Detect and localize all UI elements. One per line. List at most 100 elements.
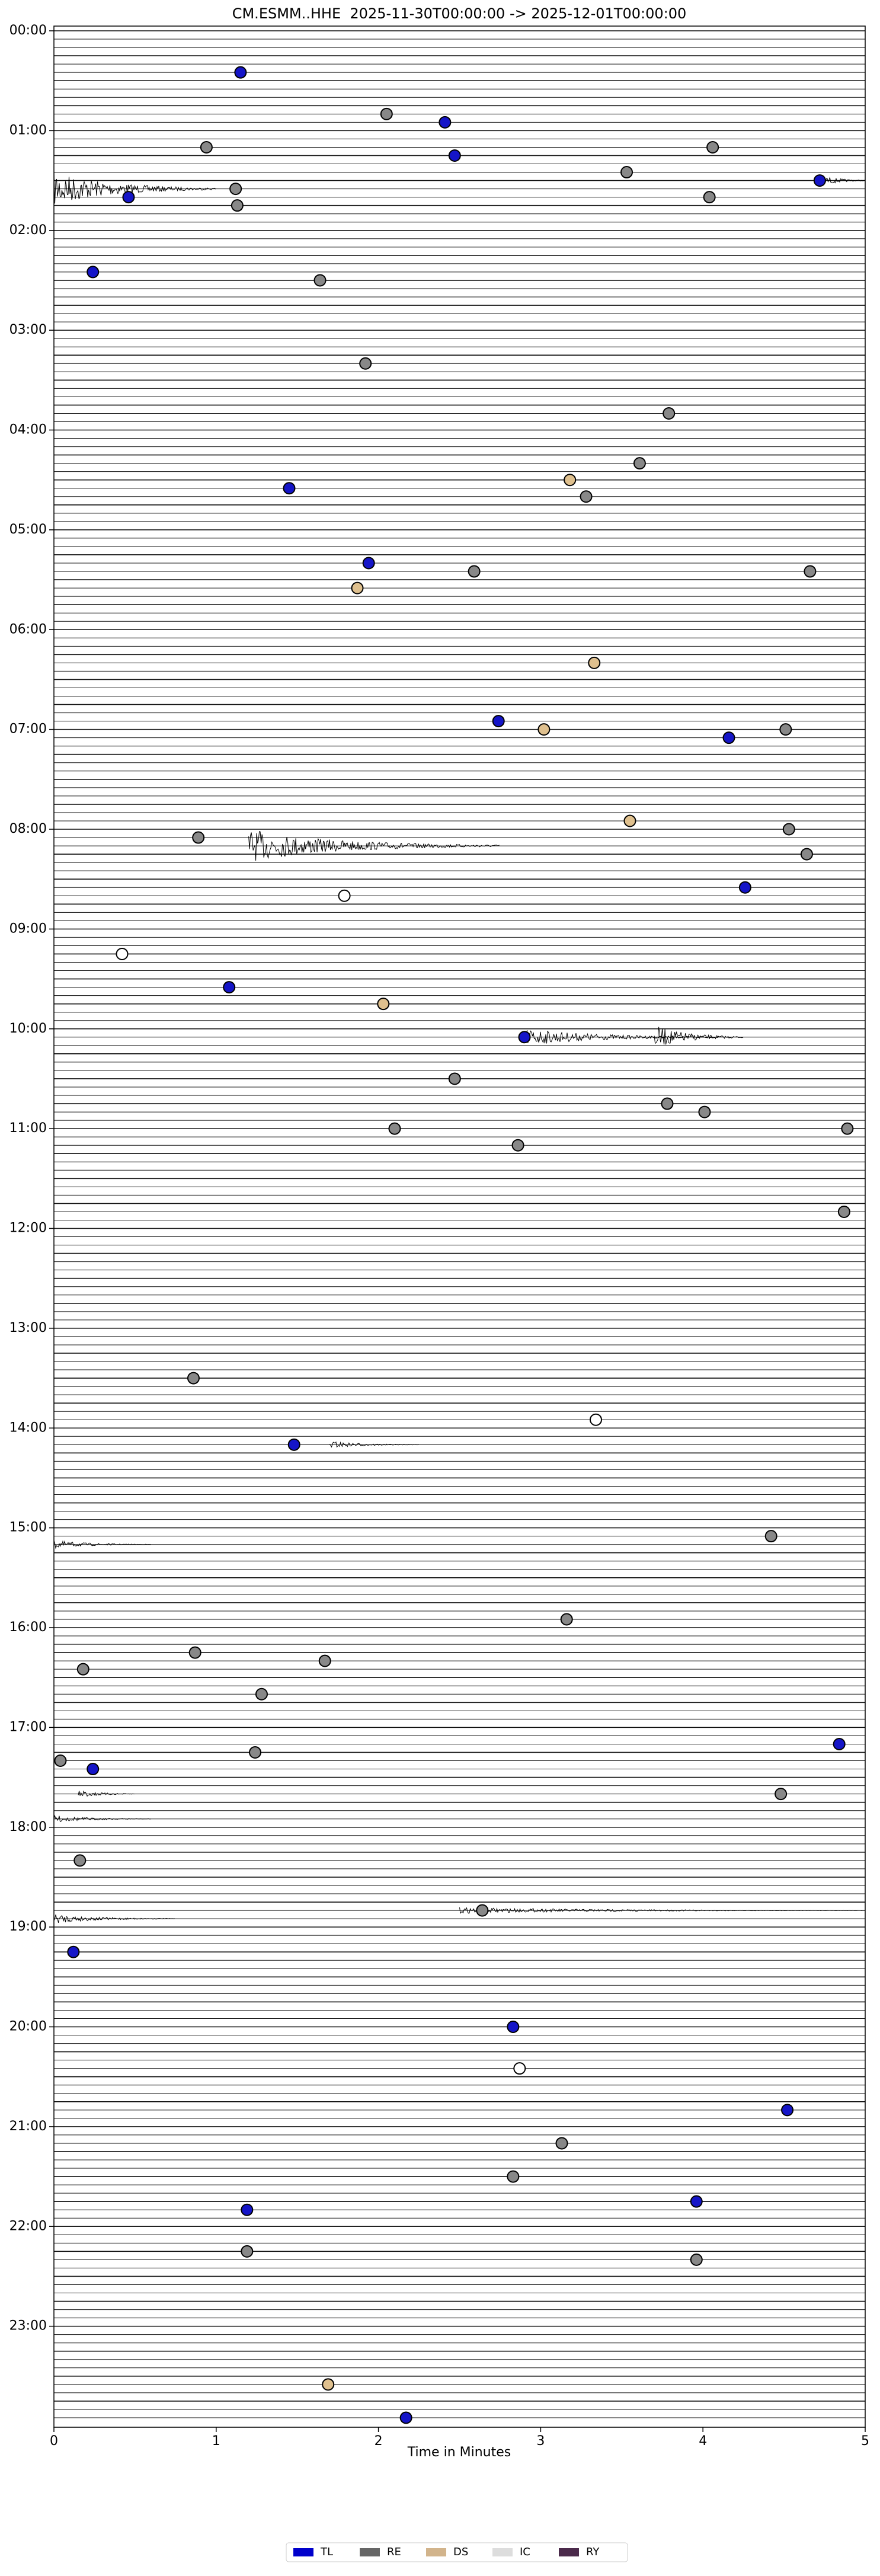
y-tick-label: 14:00: [9, 1420, 47, 1435]
traces: [53, 30, 865, 2418]
x-tick-label: 5: [861, 2434, 869, 2449]
event-marker: [188, 1646, 201, 1659]
event-marker: [468, 565, 481, 578]
event-marker: [782, 823, 795, 836]
event-marker: [192, 831, 205, 844]
event-marker: [377, 998, 390, 1011]
event-marker: [623, 814, 636, 827]
event-marker: [518, 1031, 531, 1044]
event-marker: [476, 1904, 489, 1917]
event-marker: [722, 731, 735, 744]
event-marker: [67, 1945, 80, 1958]
event-marker: [661, 1097, 674, 1110]
y-tick-label: 07:00: [9, 722, 47, 737]
y-tick-label: 17:00: [9, 1720, 47, 1734]
waveform: [53, 1814, 151, 1823]
event-marker: [87, 266, 100, 279]
waveform: [459, 1907, 865, 1914]
event-marker: [87, 1763, 100, 1776]
event-marker: [589, 1413, 602, 1426]
legend-label: TL: [320, 2546, 333, 2558]
event-marker: [122, 191, 135, 204]
event-marker: [764, 1530, 777, 1543]
waveform: [53, 1540, 151, 1549]
event-marker: [690, 2195, 703, 2208]
event-marker: [229, 183, 242, 196]
legend-swatch: [293, 2548, 313, 2556]
event-marker: [249, 1746, 262, 1759]
event-marker: [813, 174, 826, 187]
event-marker: [287, 1438, 300, 1451]
legend-swatch: [559, 2548, 579, 2556]
event-marker: [620, 166, 633, 179]
legend-swatch: [426, 2548, 446, 2556]
event-marker: [116, 947, 129, 960]
event-marker: [698, 1105, 711, 1118]
event-marker: [706, 140, 719, 154]
y-tick-label: 22:00: [9, 2219, 47, 2233]
y-tick-label: 02:00: [9, 223, 47, 238]
x-tick-label: 4: [699, 2434, 707, 2449]
y-tick-label: 00:00: [9, 23, 47, 38]
event-marker: [800, 848, 813, 861]
event-marker: [283, 482, 296, 495]
event-marker: [564, 474, 577, 487]
event-marker: [187, 1372, 200, 1385]
event-marker: [388, 1122, 401, 1135]
y-tick-label: 18:00: [9, 1820, 47, 1834]
waveform: [329, 1441, 419, 1448]
x-tick-label: 3: [536, 2434, 545, 2449]
event-marker: [837, 1205, 850, 1218]
event-marker: [663, 407, 676, 420]
event-marker: [703, 191, 716, 204]
legend-label: DS: [453, 2546, 468, 2558]
event-marker: [511, 1139, 524, 1152]
legend-swatch: [492, 2548, 513, 2556]
legend-swatch: [360, 2548, 380, 2556]
legend-frame: [286, 2542, 628, 2562]
event-marker: [54, 1754, 67, 1767]
event-marker: [492, 715, 505, 728]
y-tick-label: 13:00: [9, 1321, 47, 1335]
event-marker: [448, 149, 461, 162]
event-marker: [200, 140, 213, 154]
event-marker: [359, 357, 372, 370]
waveform: [53, 171, 216, 204]
y-tick-label: 08:00: [9, 822, 47, 836]
y-tick-label: 19:00: [9, 1919, 47, 1934]
x-tick-label: 2: [375, 2434, 383, 2449]
event-marker: [513, 2062, 526, 2075]
event-marker: [234, 66, 247, 79]
event-marker: [738, 881, 751, 894]
event-marker: [560, 1613, 573, 1626]
event-marker: [223, 981, 236, 994]
legend-label: RY: [586, 2546, 600, 2558]
y-tick-label: 05:00: [9, 522, 47, 537]
event-marker: [439, 116, 452, 129]
plot-frame: [53, 25, 866, 2428]
x-tick-label: 1: [212, 2434, 220, 2449]
event-marker: [318, 1654, 331, 1667]
y-tick-label: 06:00: [9, 622, 47, 637]
event-marker: [507, 2170, 520, 2183]
y-tick-label: 16:00: [9, 1620, 47, 1635]
y-tick-label: 11:00: [9, 1121, 47, 1136]
event-marker: [690, 2253, 703, 2266]
event-marker: [775, 1788, 788, 1801]
event-marker: [338, 889, 351, 902]
waveform: [654, 1027, 744, 1045]
event-marker: [633, 457, 646, 470]
event-marker: [779, 723, 792, 736]
event-marker: [380, 107, 393, 120]
event-marker: [399, 2411, 412, 2424]
event-marker: [507, 2021, 520, 2033]
waveform: [53, 1915, 175, 1923]
event-marker: [841, 1122, 854, 1135]
event-marker: [76, 1663, 89, 1676]
waveform: [524, 1030, 719, 1044]
event-marker: [804, 565, 817, 578]
event-marker: [537, 723, 551, 736]
event-marker: [833, 1737, 846, 1750]
waveform: [248, 831, 500, 861]
